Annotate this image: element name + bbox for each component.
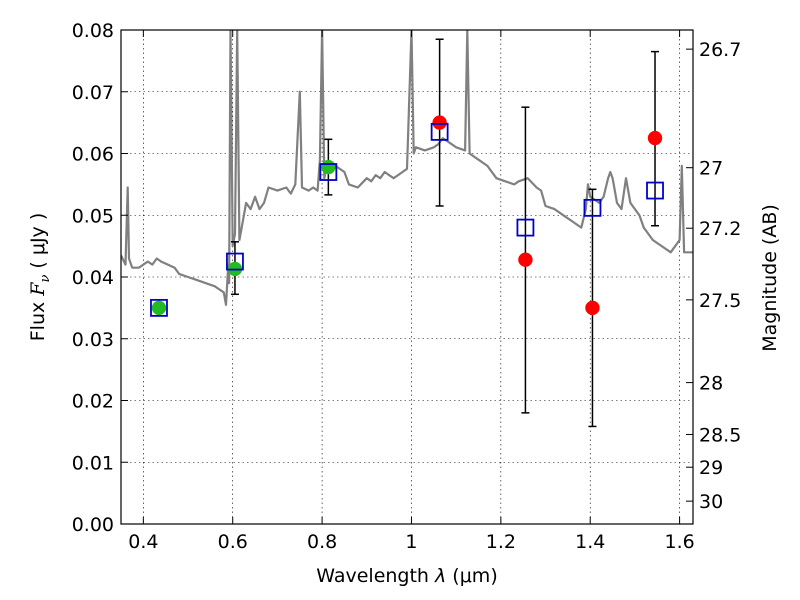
marginal-detection-point xyxy=(432,115,447,130)
x-tick-label: 0.4 xyxy=(128,531,158,553)
right-tick-label: 30 xyxy=(699,491,723,513)
y-tick-label: 0.02 xyxy=(72,391,114,413)
y-tick-label: 0.04 xyxy=(72,267,114,289)
x-tick-label: 1.6 xyxy=(664,531,694,553)
y-tick-label: 0.03 xyxy=(72,329,114,351)
model-photometry-point xyxy=(319,163,338,181)
right-tick-label: 29 xyxy=(699,457,723,479)
y-axis-label: Flux Fν ( μJy ) xyxy=(27,213,53,342)
right-tick-label: 27 xyxy=(699,158,723,180)
model-photometry-point xyxy=(150,298,168,317)
model-photometry-point xyxy=(516,218,535,237)
y-tick-label: 0.07 xyxy=(72,82,114,104)
y-tick-label: 0.00 xyxy=(72,514,114,536)
x-tick-label: 1.2 xyxy=(486,531,516,553)
x-axis-label: Wavelength λ (μm) xyxy=(316,565,497,587)
x-tick-label: 0.6 xyxy=(218,531,248,553)
ticks: 0.4 0.6 0.8 1 1.2 1.4 1.6 0.00 0.01 0.02 0.03 0.04 0… xyxy=(72,20,742,553)
detection-point xyxy=(321,159,336,175)
right-tick-label: 28.5 xyxy=(699,424,741,446)
spectrum-line xyxy=(121,30,693,306)
right-tick-label: 27.2 xyxy=(699,218,741,240)
model-photometry-point xyxy=(226,252,244,271)
y-tick-label: 0.01 xyxy=(72,452,114,474)
y-tick-label: 0.05 xyxy=(72,205,114,227)
y-tick-label: 0.06 xyxy=(72,144,114,166)
right-axis-label: Magnitude (AB) xyxy=(759,204,781,352)
x-tick-label: 1 xyxy=(405,531,417,553)
marginal-detection-point xyxy=(647,130,663,146)
right-tick-label: 27.5 xyxy=(699,290,741,312)
plot-area xyxy=(121,30,693,428)
grid xyxy=(121,29,693,525)
x-tick-label: 1.4 xyxy=(575,531,605,553)
detection-point xyxy=(151,300,167,316)
marginal-detection-point xyxy=(518,252,533,267)
model-photometry-point xyxy=(583,198,602,217)
right-tick-label: 28 xyxy=(699,373,723,395)
model-photometry-point xyxy=(430,122,449,141)
x-tick-label: 0.8 xyxy=(307,531,337,553)
model-photometry-point xyxy=(646,181,664,200)
y-tick-label: 0.08 xyxy=(72,20,114,42)
marginal-detection-point xyxy=(585,300,600,316)
right-tick-label: 26.7 xyxy=(699,39,741,61)
